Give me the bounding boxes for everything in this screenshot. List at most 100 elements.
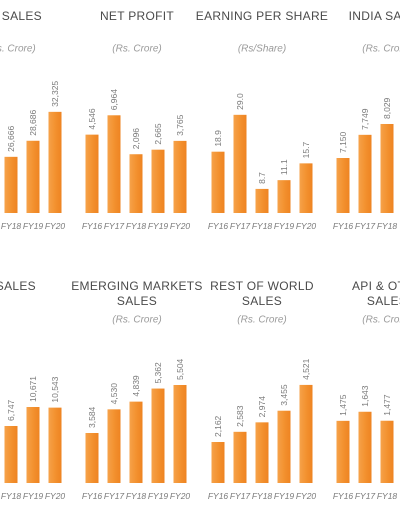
value-label: 2,583 [235,405,245,427]
panel-title: SALES [2,9,42,23]
category-label: FY19 [148,491,169,501]
panel-title: REST OF WORLD [210,279,314,293]
bar [26,407,40,483]
value-label: 11.1 [279,159,289,175]
category-label: FY18 [126,221,147,231]
panel-title: EARNING PER SHARE [196,9,328,23]
bar [129,401,143,483]
value-label: 1,643 [360,385,370,407]
bar [277,410,291,483]
bar [4,425,18,483]
category-label: FY16 [333,491,354,501]
bar [255,188,269,213]
bar [151,388,165,483]
panel-title: SALES [117,294,157,308]
value-label: 5,362 [153,362,163,384]
bar [4,156,18,213]
value-label: 6,964 [109,89,119,111]
panel-subtitle: (Rs. Crore) [362,315,400,326]
value-label: 7,749 [360,108,370,130]
category-label: FY16 [82,491,103,501]
category-label: FY17 [230,491,251,501]
bar [129,154,143,213]
value-label: 10,543 [50,376,60,402]
category-label: FY18 [1,221,22,231]
category-label: FY18 [126,491,147,501]
category-label: FY17 [104,491,125,501]
category-label: FY17 [355,221,376,231]
panel-subtitle: (Rs. Crore) [237,315,286,326]
bar [211,442,225,483]
bar [48,111,62,213]
panel-title: INDIA SALES [349,9,400,23]
category-label: FY19 [23,221,44,231]
value-label: 2,974 [257,396,267,418]
category-label: FY18 [1,491,22,501]
value-label: 32,325 [50,81,60,107]
value-label: 4,530 [109,383,119,405]
bar [173,140,187,213]
category-label: FY16 [82,221,103,231]
panel-subtitle: (Rs. Crore) [0,44,36,55]
bar [358,134,372,213]
category-label: FY16 [208,221,229,231]
bar [85,433,99,483]
category-label: FY20 [45,491,66,501]
bar [151,149,165,213]
value-label: 3,765 [175,114,185,136]
value-label: 8,029 [382,97,392,119]
value-label: 7,150 [338,131,348,153]
category-label: FY17 [355,491,376,501]
bar [233,431,247,483]
bar [26,140,40,213]
bar [380,420,394,483]
bar [173,385,187,483]
value-label: 4,839 [131,375,141,397]
bar [380,123,394,213]
panel-title: EMERGING MARKETS [71,279,202,293]
category-label: FY20 [296,221,317,231]
category-label: FY18 [252,491,273,501]
category-label: FY17 [104,221,125,231]
category-label: FY19 [148,221,169,231]
category-label: FY20 [170,221,191,231]
bar [48,407,62,483]
category-label: FY19 [23,491,44,501]
value-label: 2,162 [213,415,223,437]
category-label: FY18 [377,221,398,231]
category-label: FY18 [377,491,398,501]
panel-title: NET PROFIT [100,9,174,23]
category-label: FY17 [230,221,251,231]
category-label: FY20 [170,491,191,501]
bar [211,151,225,213]
value-label: 1,477 [382,394,392,416]
category-label: FY16 [333,221,354,231]
value-label: 28,686 [28,110,38,136]
value-label: 2,665 [153,123,163,145]
panel-title: S SALES [0,279,36,293]
bar [277,180,291,213]
value-label: 29.0 [235,93,245,110]
bar [358,411,372,483]
value-label: 1,475 [338,394,348,416]
value-label: 4,521 [301,358,311,380]
panel-subtitle: (Rs/Share) [238,44,286,55]
panel-title: SALES [242,294,282,308]
bar [107,115,121,213]
bar [255,422,269,483]
category-label: FY18 [252,221,273,231]
value-label: 4,546 [87,108,97,130]
value-label: 26,666 [6,126,16,152]
value-label: 10,671 [28,376,38,402]
bar [299,163,313,213]
category-label: FY19 [274,221,295,231]
value-label: 15.7 [301,142,311,159]
value-label: 18.9 [213,130,223,147]
panel-subtitle: (Rs. Crore) [112,315,161,326]
panel-title: SALES [367,294,400,308]
bar [107,409,121,483]
panel-subtitle: (Rs. Crore) [362,44,400,55]
category-label: FY16 [208,491,229,501]
panel-subtitle: (Rs. Crore) [112,44,161,55]
